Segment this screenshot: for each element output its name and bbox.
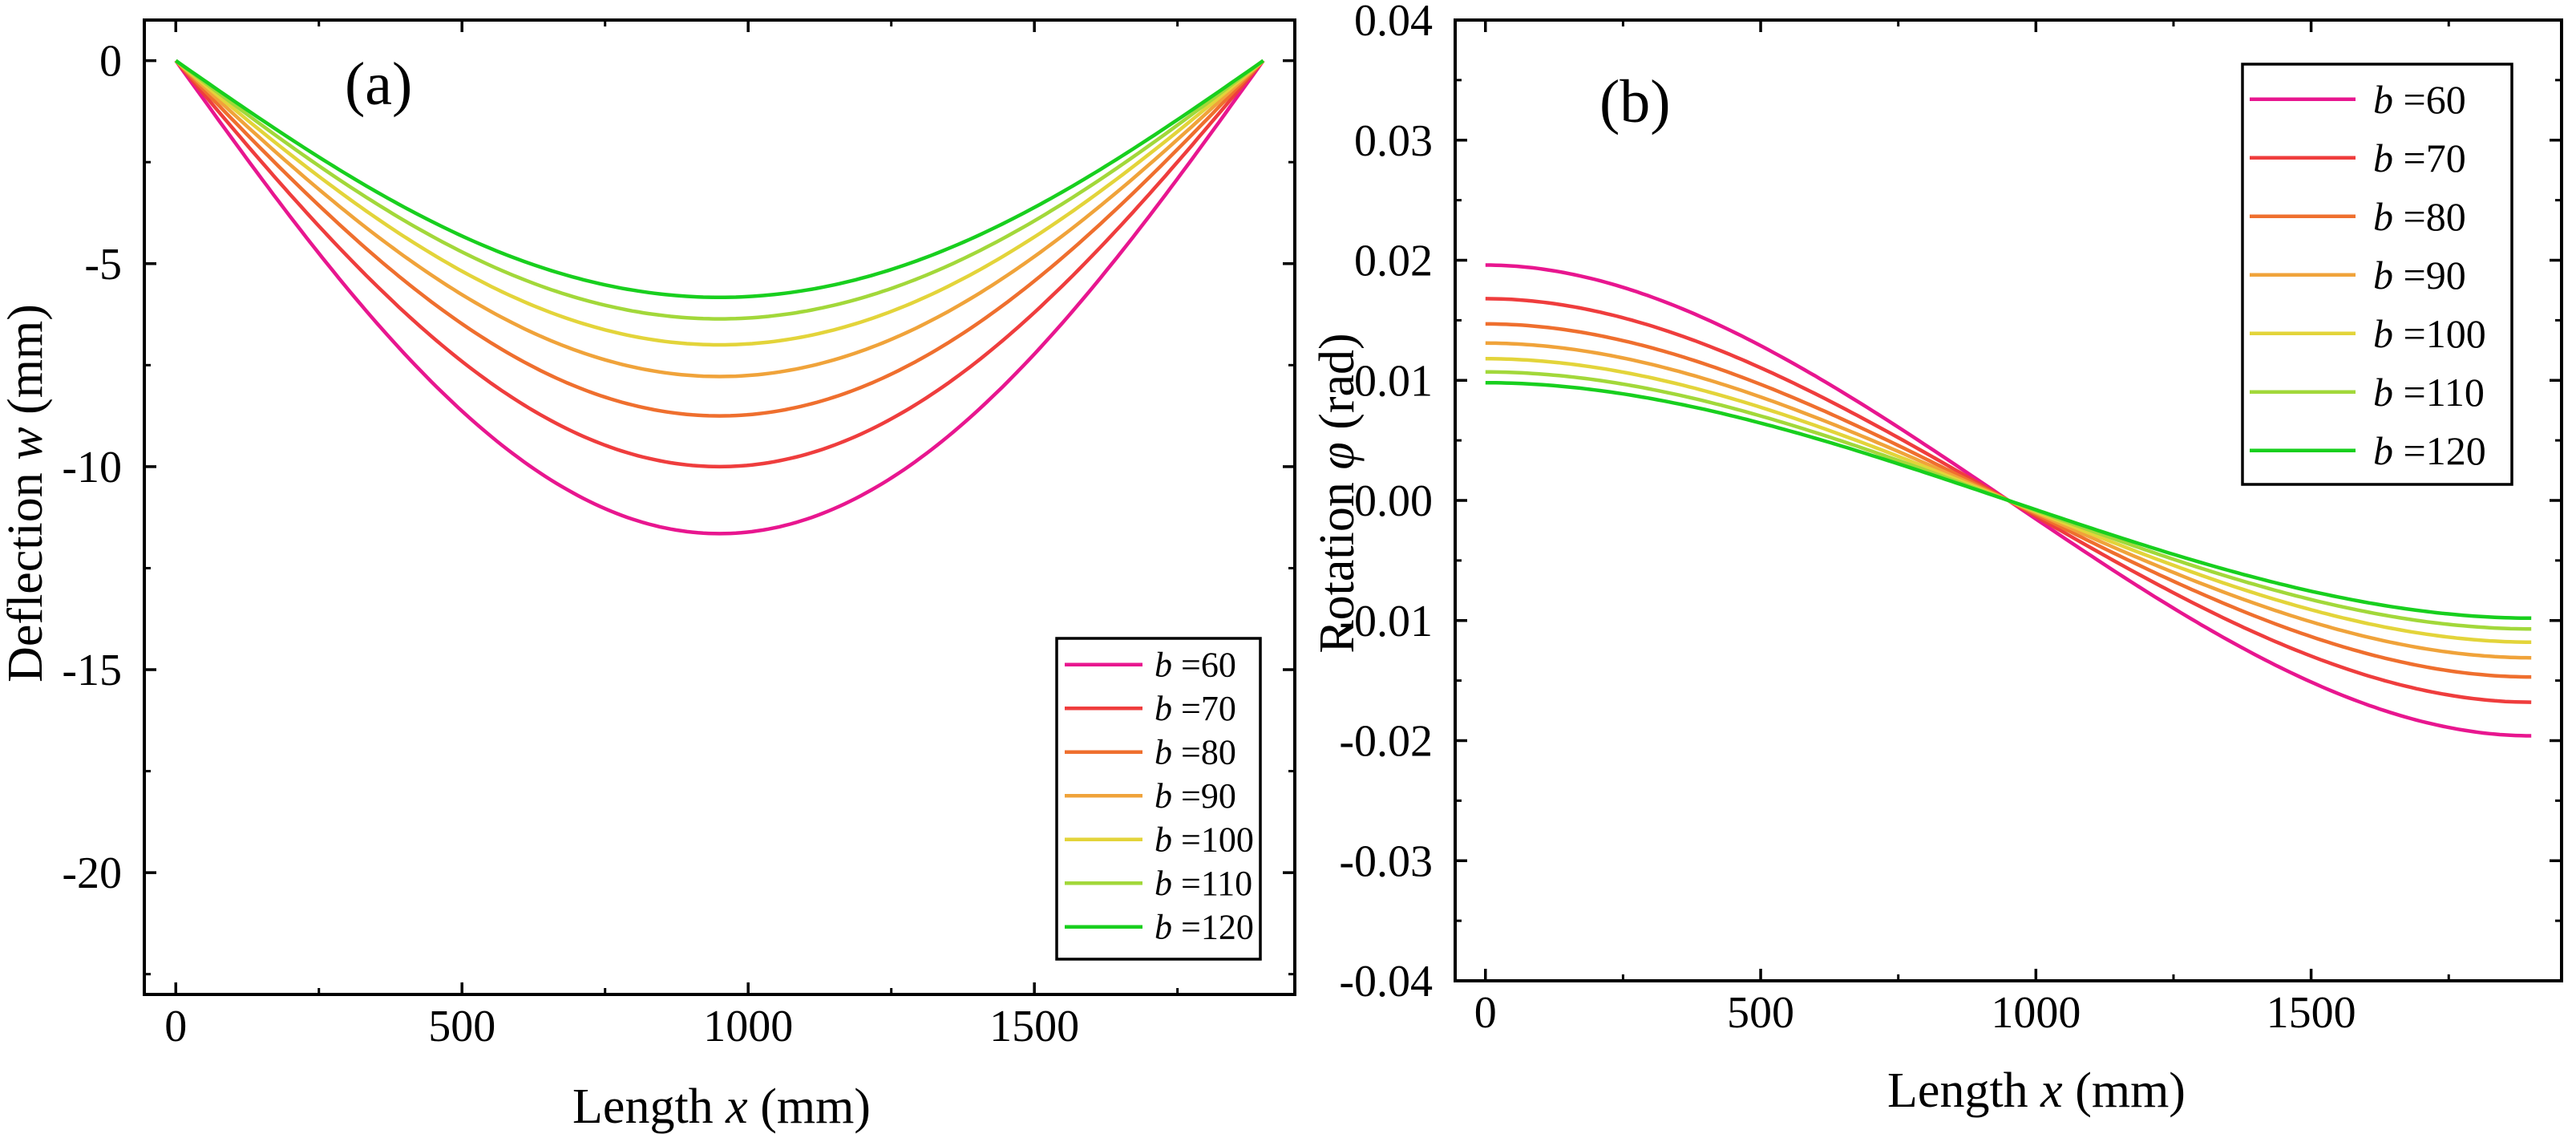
- series-line-b110: [174, 59, 1265, 321]
- y-tick-label: -0.01: [1339, 597, 1433, 646]
- legend-label-b120: b =120: [2373, 428, 2486, 473]
- legend-label-b60: b =60: [1155, 646, 1236, 685]
- legend-label-b80: b =80: [2373, 194, 2466, 239]
- panel-b: (b) Length x (mm) Rotation φ (rad) 0 500 1…: [1310, 0, 2563, 1118]
- x-tick-label: 1000: [1991, 988, 2081, 1038]
- x-tick-label: 500: [428, 1002, 495, 1051]
- plot-frame: [143, 18, 1296, 996]
- legend-label-b110: b =110: [1155, 864, 1252, 903]
- series-line-b90: [174, 59, 1265, 379]
- x-tick-label: 0: [164, 1002, 187, 1051]
- series-line-b100: [174, 59, 1265, 347]
- legend-label-b70: b =70: [1155, 689, 1236, 728]
- series-line-b60: [174, 59, 1265, 536]
- y-tick-label: -0.04: [1339, 957, 1433, 1006]
- legend-label-b120: b =120: [1155, 908, 1254, 947]
- legend-label-b100: b =100: [1155, 820, 1254, 860]
- y-tick-label: -15: [62, 646, 122, 695]
- series-line-b120: [1485, 380, 2532, 621]
- legend-label-b70: b =70: [2373, 136, 2466, 180]
- series-line-b80: [174, 59, 1265, 418]
- panel-b-y-axis-title: Rotation φ (rad): [1310, 333, 1365, 653]
- panel-a: (a) Length x (mm) Deflection w (mm) 0 500…: [0, 18, 1296, 1134]
- legend-box: [1055, 637, 1262, 961]
- series-line-b70: [174, 59, 1265, 469]
- series-line-b120: [175, 59, 1264, 300]
- x-tick-label: 0: [1474, 988, 1497, 1038]
- y-tick-label: -20: [62, 848, 122, 898]
- x-tick-label: 1000: [703, 1002, 793, 1051]
- y-tick-label: -0.03: [1339, 836, 1433, 886]
- y-tick-label: 0.04: [1354, 0, 1433, 46]
- x-tick-label: 1500: [2267, 988, 2356, 1038]
- panel-a-label: (a): [345, 51, 412, 118]
- y-tick-label: -10: [62, 443, 122, 492]
- panel-a-y-axis-title: Deflection w (mm): [0, 304, 53, 682]
- legend-label-b80: b =80: [1155, 733, 1236, 772]
- legend-label-b100: b =100: [2373, 311, 2486, 356]
- y-tick-label: 0.02: [1354, 237, 1433, 286]
- panel-b-x-axis-title: Length x (mm): [1887, 1063, 2186, 1118]
- y-tick-label: -0.02: [1339, 717, 1433, 767]
- panel-b-label: (b): [1599, 68, 1671, 136]
- y-tick-label: -5: [84, 240, 122, 290]
- y-tick-label: 0: [99, 37, 122, 87]
- y-tick-label: 0.01: [1354, 356, 1433, 406]
- legend-label-b90: b =90: [2373, 253, 2466, 298]
- legend-label-b90: b =90: [1155, 776, 1236, 816]
- y-tick-label: 0.00: [1354, 476, 1433, 526]
- x-tick-label: 500: [1727, 988, 1794, 1038]
- legend-label-b110: b =110: [2373, 370, 2485, 415]
- y-tick-label: 0.03: [1354, 116, 1433, 166]
- x-tick-label: 1500: [989, 1002, 1079, 1051]
- panel-a-x-axis-title: Length x (mm): [572, 1079, 871, 1134]
- legend-label-b60: b =60: [2373, 77, 2466, 122]
